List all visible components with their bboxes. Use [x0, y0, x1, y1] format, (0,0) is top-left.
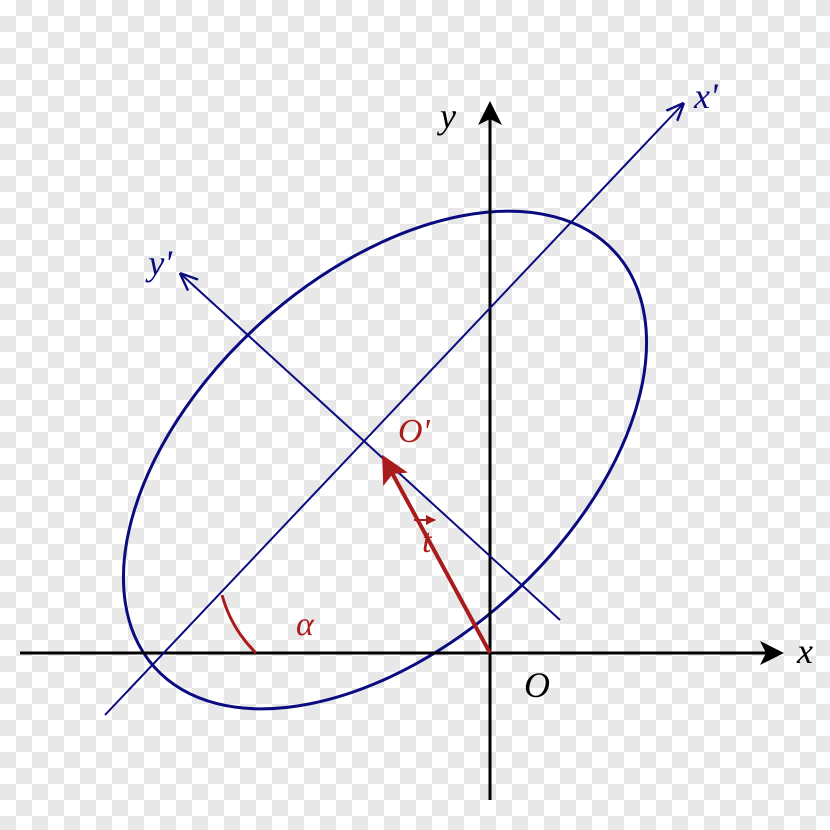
- diagram-svg: x y O O' x' y' α t: [0, 0, 830, 830]
- label-x-prime: x': [693, 76, 719, 116]
- label-origin-prime: O': [398, 413, 431, 450]
- vector-t: [385, 460, 490, 653]
- angle-alpha-arc: [222, 595, 256, 653]
- axis-x-prime: [105, 105, 682, 715]
- label-t: t: [422, 523, 433, 560]
- axis-y-prime: [182, 275, 560, 620]
- label-x: x: [796, 631, 813, 671]
- label-alpha: α: [296, 606, 315, 643]
- label-origin: O: [524, 665, 550, 705]
- label-y-prime: y': [145, 243, 173, 283]
- label-y: y: [437, 96, 456, 136]
